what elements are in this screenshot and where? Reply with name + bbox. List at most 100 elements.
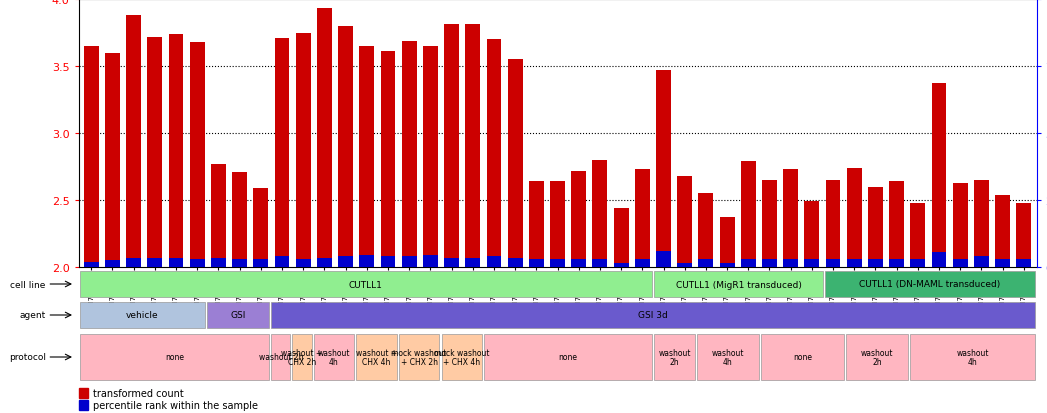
Text: washout
4h: washout 4h [956,348,989,366]
Text: GSI: GSI [230,311,246,320]
Bar [804,202,820,267]
Bar [868,259,883,267]
Bar [741,162,756,267]
Bar [292,334,312,380]
Text: mock washout
+ CHX 2h: mock washout + CHX 2h [392,348,447,366]
Bar [380,52,396,267]
Bar [889,259,904,267]
Bar [719,218,735,267]
Bar [677,263,692,267]
Bar [127,258,141,267]
Bar [593,259,607,267]
Bar [529,259,543,267]
Bar [274,39,289,267]
Bar [402,41,417,267]
Bar [444,25,459,267]
Bar [356,334,397,380]
Bar [465,258,481,267]
Text: CUTLL1 (DN-MAML transduced): CUTLL1 (DN-MAML transduced) [860,280,1001,289]
Bar [761,334,844,380]
Bar [783,170,798,267]
Bar [232,173,247,267]
Bar [974,256,988,267]
Bar [1017,203,1031,267]
Bar [783,259,798,267]
Bar [698,194,713,267]
Bar [253,259,268,267]
Text: washout
4h: washout 4h [712,348,744,366]
Bar [634,259,650,267]
Bar [80,302,205,328]
Bar [423,255,438,267]
Text: mock washout
+ CHX 4h: mock washout + CHX 4h [433,348,490,366]
Bar [593,160,607,267]
Text: agent: agent [20,311,46,320]
Bar [169,35,183,267]
Text: CUTLL1 (MigR1 transduced): CUTLL1 (MigR1 transduced) [675,280,801,289]
Bar [847,169,862,267]
Bar [804,259,820,267]
Bar [399,334,440,380]
Bar [271,334,290,380]
Bar [634,170,650,267]
Bar [953,183,967,267]
Bar [105,53,119,267]
Bar [465,25,481,267]
Bar [697,334,759,380]
Bar [826,259,841,267]
Bar [271,302,1035,328]
Bar [654,271,823,297]
Text: transformed count: transformed count [92,388,183,398]
Bar [550,182,565,267]
Bar [932,84,946,267]
Bar [550,259,565,267]
Bar [207,302,269,328]
Bar [826,180,841,267]
Bar [84,262,98,267]
Text: none: none [559,353,578,362]
Bar [847,259,862,267]
Bar [80,271,652,297]
Bar [1017,259,1031,267]
Text: washout 2h: washout 2h [259,353,303,362]
Bar [698,259,713,267]
Text: percentile rank within the sample: percentile rank within the sample [92,400,258,410]
Bar [654,334,695,380]
Bar [910,334,1035,380]
Bar [314,334,354,380]
Bar [889,182,904,267]
Bar [508,60,522,267]
Bar [317,9,332,267]
Bar [614,263,628,267]
Bar [127,16,141,267]
Bar [868,187,883,267]
Text: CUTLL1: CUTLL1 [349,280,383,289]
Text: vehicle: vehicle [126,311,159,320]
Bar [911,203,926,267]
Text: washout
2h: washout 2h [659,348,691,366]
Bar [487,40,502,267]
Bar [719,263,735,267]
Bar [656,71,671,267]
Bar [84,47,98,267]
Bar [614,209,628,267]
Bar [211,164,226,267]
Text: washout
2h: washout 2h [861,348,893,366]
Bar [148,38,162,267]
Bar [359,255,374,267]
Bar [572,259,586,267]
Bar [359,47,374,267]
Bar [338,27,353,267]
Bar [295,259,311,267]
Text: none: none [164,353,184,362]
Bar [211,258,226,267]
Bar [402,256,417,267]
Bar [317,258,332,267]
Bar [423,47,438,267]
Bar [105,261,119,267]
Bar [825,271,1035,297]
Bar [442,334,482,380]
Bar [529,182,543,267]
Bar [232,259,247,267]
Bar [911,259,926,267]
